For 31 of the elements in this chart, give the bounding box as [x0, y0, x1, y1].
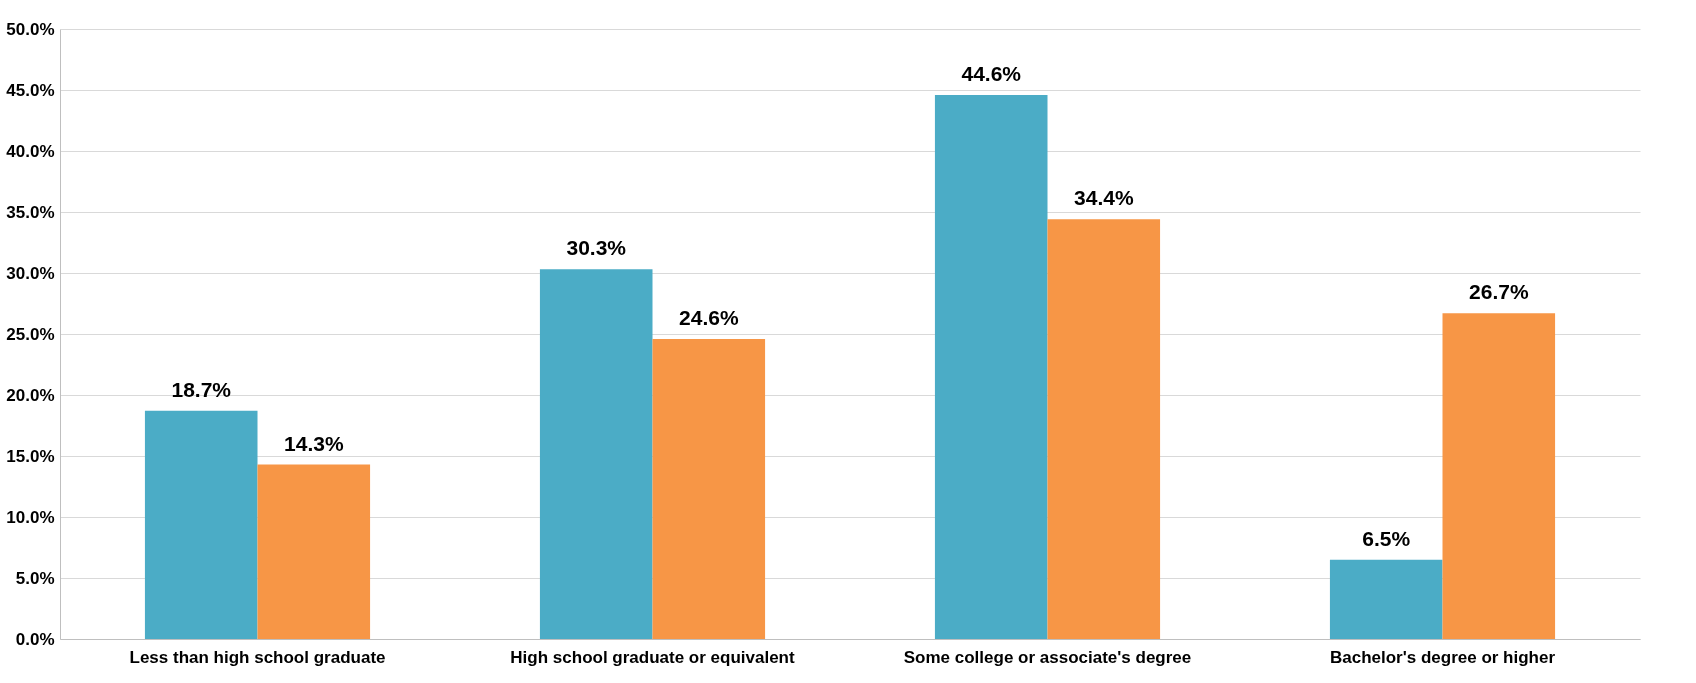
- data-label: 18.7%: [171, 377, 232, 401]
- bar: [1329, 559, 1443, 639]
- y-tick-label: 5.0%: [15, 568, 55, 588]
- y-tick-label: 50.0%: [6, 19, 55, 39]
- data-label: 34.4%: [1074, 186, 1134, 210]
- bar: [1047, 219, 1161, 639]
- data-label: 24.6%: [679, 305, 739, 329]
- y-tick-label: 10.0%: [6, 507, 55, 527]
- y-tick-label: 45.0%: [6, 80, 55, 100]
- x-tick-label: Some college or associate's degree: [903, 647, 1192, 667]
- bar: [257, 464, 371, 639]
- x-tick-label: High school graduate or equivalent: [510, 647, 795, 667]
- bar: [1442, 313, 1556, 639]
- y-tick-label: 0.0%: [15, 629, 55, 649]
- y-tick-label: 25.0%: [6, 324, 55, 344]
- data-label: 26.7%: [1469, 280, 1529, 304]
- bar: [652, 338, 766, 639]
- y-tick-label: 40.0%: [6, 141, 55, 161]
- x-tick-label: Less than high school graduate: [129, 647, 386, 667]
- data-label: 6.5%: [1362, 526, 1411, 550]
- data-label: 14.3%: [284, 431, 344, 455]
- y-tick-label: 30.0%: [6, 263, 55, 283]
- bar: [934, 94, 1048, 639]
- y-tick-label: 35.0%: [6, 202, 55, 222]
- y-tick-label: 20.0%: [6, 385, 55, 405]
- x-tick-label: Bachelor's degree or higher: [1329, 647, 1556, 667]
- bar: [144, 410, 258, 639]
- bar: [539, 269, 653, 639]
- data-label: 30.3%: [566, 236, 627, 260]
- data-label: 44.6%: [961, 61, 1022, 85]
- y-tick-label: 15.0%: [6, 446, 55, 466]
